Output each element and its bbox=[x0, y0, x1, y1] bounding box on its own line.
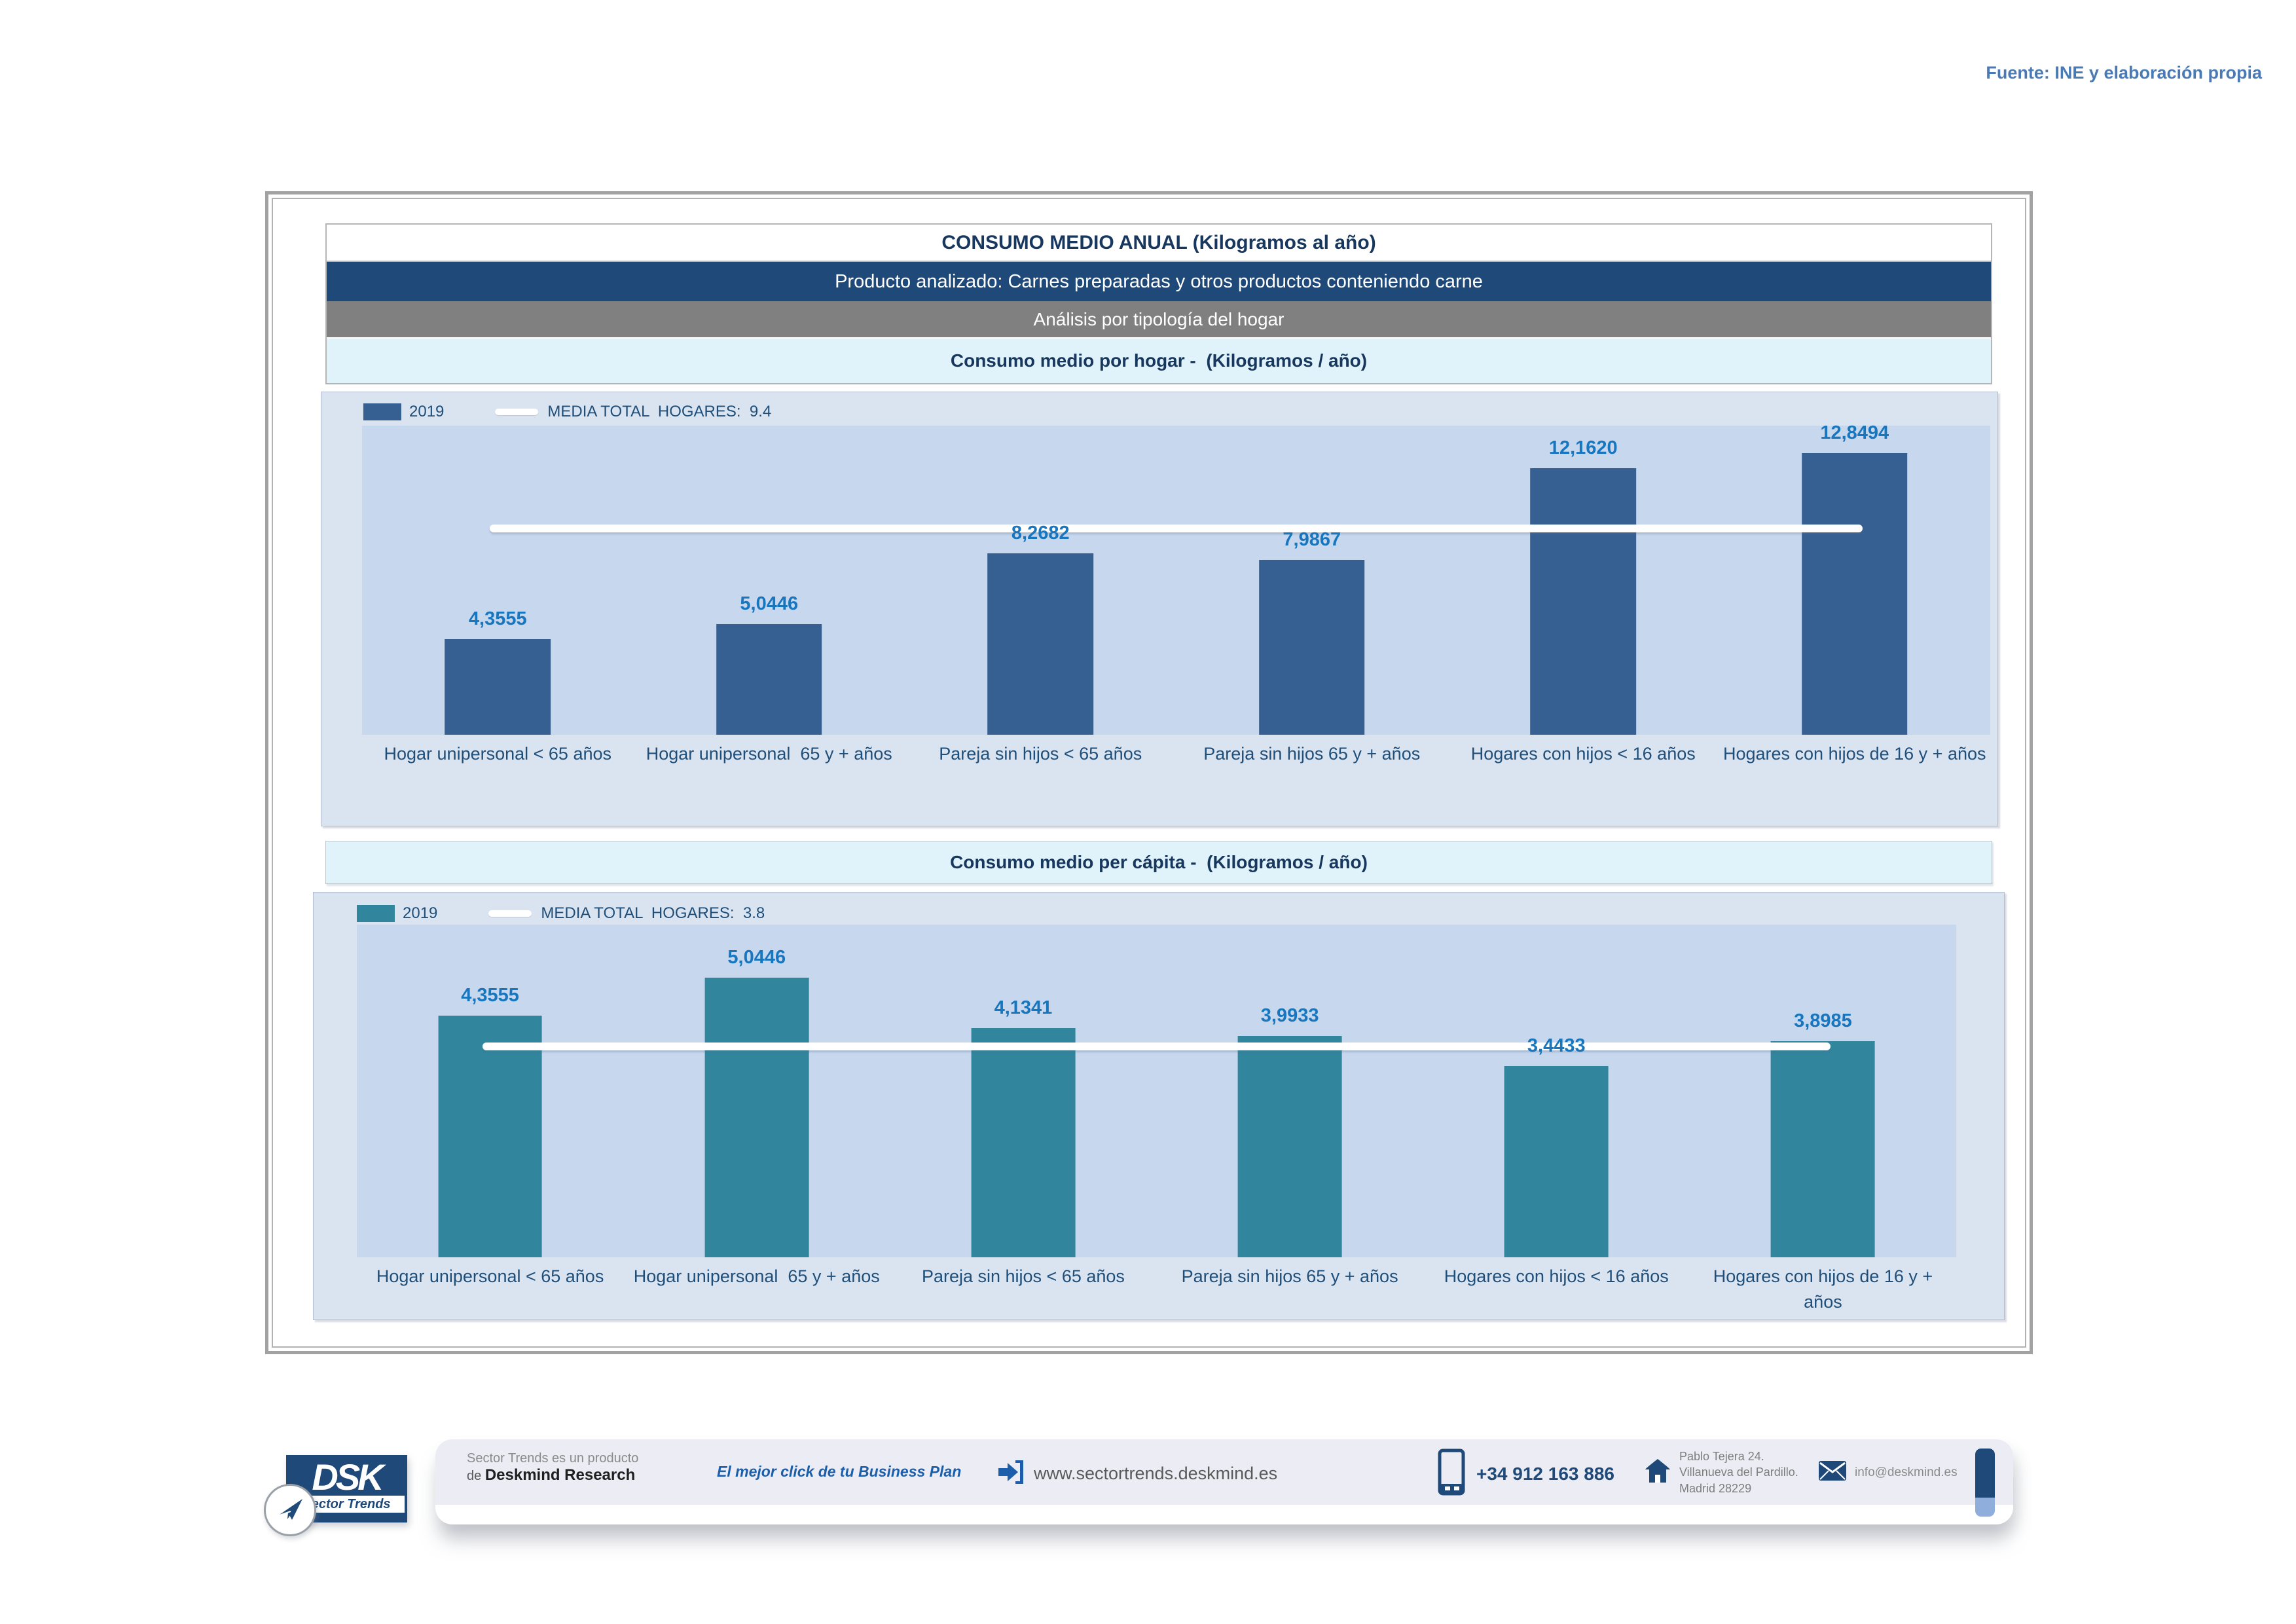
legend-2019-swatch bbox=[357, 905, 395, 922]
bar-slot: 4,1341 bbox=[890, 925, 1156, 1257]
footer-email-link[interactable]: info@deskmind.es bbox=[1855, 1465, 1958, 1479]
category-label: Hogares con hijos de 16 y + años bbox=[1713, 1266, 1938, 1312]
dsk-logo-badge bbox=[264, 1484, 316, 1536]
bar-slot: 12,8494 bbox=[1719, 422, 1991, 735]
chart1-plot-area: 4,3555 5,0446 8,2682 7,9867 12,1620 12,8494 bbox=[362, 422, 1991, 735]
category-label: Hogar unipersonal < 65 años bbox=[376, 1266, 604, 1286]
footer-address: Pablo Tejera 24. Villanueva del Pardillo… bbox=[1679, 1450, 1798, 1495]
bar-slot: 7,9867 bbox=[1176, 426, 1448, 735]
bar-value-label: 5,0446 bbox=[727, 946, 786, 968]
bar-value-label: 4,1341 bbox=[994, 997, 1053, 1018]
footer-company-name: Deskmind Research bbox=[484, 1466, 636, 1484]
chart1-legend: 2019 MEDIA TOTAL HOGARES: 9.4 bbox=[363, 401, 771, 423]
legend-2019-label: 2019 bbox=[409, 403, 445, 420]
product-banner: Producto analizado: Carnes preparadas y … bbox=[327, 262, 1991, 301]
legend-2019-swatch bbox=[363, 403, 401, 420]
report-title: CONSUMO MEDIO ANUAL (Kilogramos al año) bbox=[327, 225, 1991, 262]
bar bbox=[445, 639, 551, 735]
legend-media-label: MEDIA TOTAL HOGARES: 9.4 bbox=[547, 403, 772, 420]
bar bbox=[1258, 559, 1365, 735]
chart2-categories-row: Hogar unipersonal < 65 años Hogar unipers… bbox=[357, 1264, 1956, 1315]
footer-strip bbox=[435, 1439, 2013, 1505]
bar bbox=[1504, 1066, 1609, 1257]
arrow-icon bbox=[997, 1459, 1025, 1488]
bar bbox=[438, 1016, 542, 1257]
bar bbox=[716, 624, 822, 735]
bar bbox=[971, 1027, 1076, 1257]
category-label: Pareja sin hijos 65 y + años bbox=[1181, 1266, 1398, 1286]
dsk-logo-letters: DSK bbox=[312, 1456, 384, 1498]
footer-product-line2: de Deskmind Research bbox=[467, 1466, 638, 1485]
bar bbox=[1237, 1035, 1342, 1257]
chart1-categories-row: Hogar unipersonal < 65 años Hogar unipers… bbox=[362, 741, 1990, 767]
bar-value-label: 3,9933 bbox=[1260, 1005, 1319, 1026]
bar bbox=[1771, 1041, 1875, 1257]
dsk-logo-baseline bbox=[289, 1513, 405, 1520]
category-label: Hogares con hijos < 16 años bbox=[1444, 1266, 1669, 1286]
bar-value-label: 8,2682 bbox=[1011, 523, 1070, 544]
paper-plane-icon bbox=[275, 1494, 305, 1527]
bar-slot: 3,8985 bbox=[1690, 925, 1956, 1257]
footer-website-link[interactable]: www.sectortrends.deskmind.es bbox=[1034, 1464, 1278, 1483]
house-icon bbox=[1644, 1458, 1671, 1487]
bar-value-label: 7,9867 bbox=[1283, 528, 1341, 550]
phone-icon bbox=[1437, 1449, 1466, 1499]
footer-phone-number[interactable]: +34 912 163 886 bbox=[1476, 1463, 1614, 1484]
category-label: Hogares con hijos < 16 años bbox=[1470, 744, 1696, 764]
envelope-icon bbox=[1818, 1460, 1847, 1485]
section-title-per-hogar: Consumo medio por hogar - (Kilogramos / … bbox=[327, 339, 1991, 383]
bar-value-label: 3,8985 bbox=[1794, 1010, 1852, 1031]
chart2-plot-area: 4,3555 5,0446 4,1341 3,9933 3,4433 3,8985 bbox=[357, 925, 1956, 1257]
chart2-legend: 2019 MEDIA TOTAL HOGARES: 3.8 bbox=[357, 902, 765, 925]
category-label: Pareja sin hijos < 65 años bbox=[939, 744, 1142, 764]
bar-value-label: 12,8494 bbox=[1820, 422, 1889, 443]
bar-slot: 4,3555 bbox=[362, 426, 634, 735]
bar-slot: 5,0446 bbox=[623, 925, 890, 1257]
category-label: Hogar unipersonal 65 y + años bbox=[646, 744, 892, 764]
category-label: Pareja sin hijos < 65 años bbox=[921, 1266, 1125, 1286]
bar-slot: 12,1620 bbox=[1448, 426, 1719, 735]
footer-product-text: Sector Trends es un producto de Deskmind… bbox=[467, 1451, 638, 1485]
bar-slot: 5,0446 bbox=[634, 426, 905, 735]
bar-slot: 8,2682 bbox=[905, 426, 1176, 735]
legend-2019-label: 2019 bbox=[403, 904, 438, 922]
legend-media-label: MEDIA TOTAL HOGARES: 3.8 bbox=[541, 904, 765, 922]
legend-media-line-swatch bbox=[488, 910, 532, 917]
bar bbox=[704, 977, 809, 1257]
bar-slot: 4,3555 bbox=[357, 925, 623, 1257]
analysis-banner: Análisis por tipología del hogar bbox=[327, 301, 1991, 339]
media-line bbox=[482, 1043, 1831, 1051]
footer-product-line1: Sector Trends es un producto bbox=[467, 1451, 639, 1466]
source-note: Fuente: INE y elaboración propia bbox=[1986, 63, 2262, 83]
title-table: CONSUMO MEDIO ANUAL (Kilogramos al año) … bbox=[325, 223, 1992, 384]
bar-value-label: 12,1620 bbox=[1548, 437, 1618, 458]
category-label: Pareja sin hijos 65 y + años bbox=[1203, 744, 1421, 764]
bar-value-label: 4,3555 bbox=[461, 985, 519, 1006]
bar-value-label: 3,4433 bbox=[1527, 1035, 1586, 1057]
bar bbox=[987, 553, 1094, 735]
bar bbox=[1530, 468, 1637, 735]
bar-value-label: 5,0446 bbox=[740, 593, 799, 615]
category-label: Hogar unipersonal < 65 años bbox=[384, 744, 612, 764]
bar bbox=[1801, 452, 1908, 735]
footer-bar: Sector Trends es un producto de Deskmind… bbox=[435, 1439, 2013, 1524]
footer-product-line2-prefix: de bbox=[467, 1469, 485, 1483]
media-line bbox=[490, 525, 1863, 533]
section-title-per-capita: Consumo medio per cápita - (Kilogramos /… bbox=[325, 841, 1992, 884]
category-label: Hogares con hijos de 16 y + años bbox=[1722, 744, 1986, 764]
footer-accent-pill bbox=[1975, 1449, 1995, 1517]
bar-value-label: 4,3555 bbox=[468, 608, 527, 630]
bar-slot: 3,9933 bbox=[1157, 925, 1423, 1257]
category-label: Hogar unipersonal 65 y + años bbox=[633, 1266, 880, 1286]
legend-media-line-swatch bbox=[495, 409, 539, 415]
bar-slot: 3,4433 bbox=[1423, 925, 1690, 1257]
footer-slogan: El mejor click de tu Business Plan bbox=[717, 1463, 962, 1480]
